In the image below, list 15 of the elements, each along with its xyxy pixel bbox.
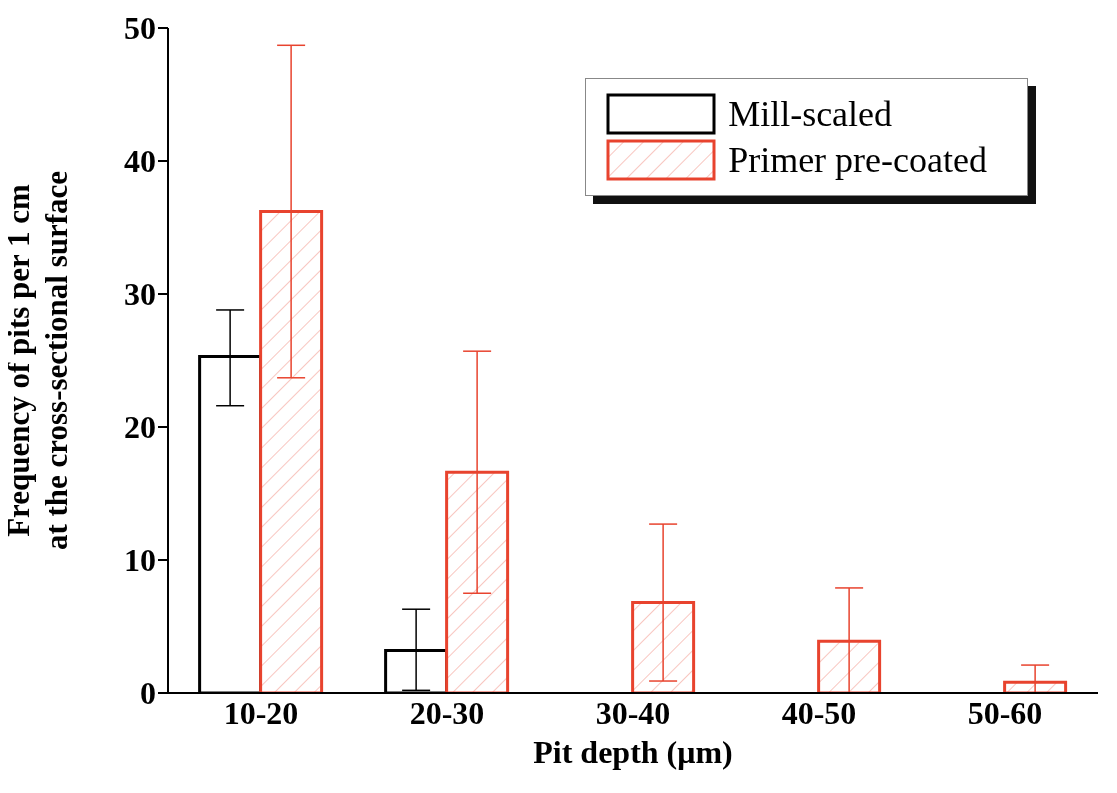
legend-label: Mill-scaled	[728, 93, 893, 135]
y-tick-label: 0	[140, 675, 156, 712]
x-tick-label: 30-40	[595, 694, 671, 731]
x-tick-label: 10-20	[223, 694, 299, 731]
y-tick-label: 40	[124, 143, 156, 180]
y-tick-label: 10	[124, 542, 156, 579]
y-axis-title: Frequency of pits per 1 cm at the cross-sectional surface	[1, 170, 74, 551]
y-tick-label: 30	[124, 276, 156, 313]
x-tick-label: 50-60	[967, 694, 1043, 731]
legend-label: Primer pre-coated	[728, 139, 987, 181]
y-tick-label: 50	[124, 10, 156, 47]
x-tick-label: 20-30	[409, 694, 485, 731]
x-tick-label: 40-50	[781, 694, 857, 731]
y-tick-label: 20	[124, 409, 156, 446]
x-axis-title: Pit depth (μm)	[533, 734, 733, 770]
